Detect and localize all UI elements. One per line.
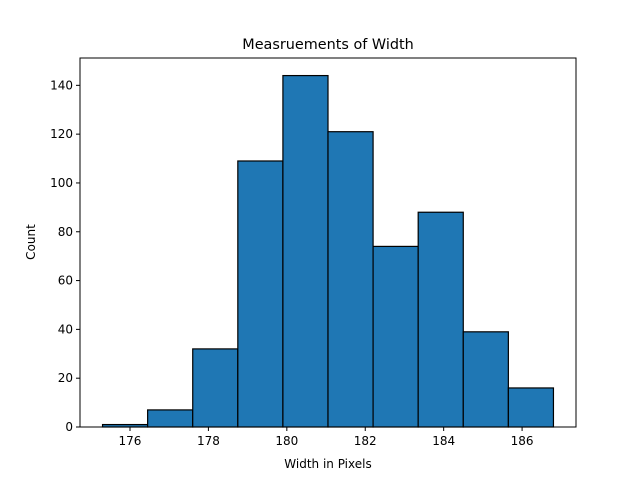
chart-title: Measruements of Width bbox=[242, 37, 413, 53]
axes-layer: 176 178 180 182 184 186 0 20 40 60 80 100 120 140 bbox=[50, 57, 577, 448]
x-tick-label: 176 bbox=[119, 434, 142, 448]
histogram-bar-10 bbox=[507, 387, 555, 428]
histogram-bar-2 bbox=[147, 409, 194, 428]
histogram-bar-9 bbox=[462, 331, 509, 428]
x-tick-label: 180 bbox=[275, 434, 298, 448]
histogram-bar-6 bbox=[327, 131, 374, 428]
y-tick-label: 0 bbox=[65, 420, 73, 434]
x-tick-label: 184 bbox=[432, 434, 455, 448]
y-tick-label: 120 bbox=[50, 127, 73, 141]
y-tick-label: 40 bbox=[58, 322, 73, 336]
y-tick-label: 80 bbox=[58, 225, 73, 239]
x-axis-label: Width in Pixels bbox=[284, 457, 371, 471]
x-tick-label: 178 bbox=[197, 434, 220, 448]
histogram-bar-5 bbox=[282, 74, 329, 428]
histogram-bar-7 bbox=[372, 245, 419, 428]
plot-frame bbox=[79, 57, 577, 428]
histogram-bar-8 bbox=[417, 211, 464, 428]
y-tick-label: 20 bbox=[58, 371, 73, 385]
histogram-bar-3 bbox=[192, 348, 239, 428]
y-tick-label: 140 bbox=[50, 78, 73, 92]
bars-layer bbox=[101, 74, 555, 428]
y-tick-label: 100 bbox=[50, 176, 73, 190]
y-axis-label: Count bbox=[24, 224, 38, 260]
x-tick-label: 182 bbox=[354, 434, 377, 448]
y-tick-label: 60 bbox=[58, 274, 73, 288]
histogram-bar-4 bbox=[237, 160, 284, 428]
x-tick-label: 186 bbox=[511, 434, 534, 448]
